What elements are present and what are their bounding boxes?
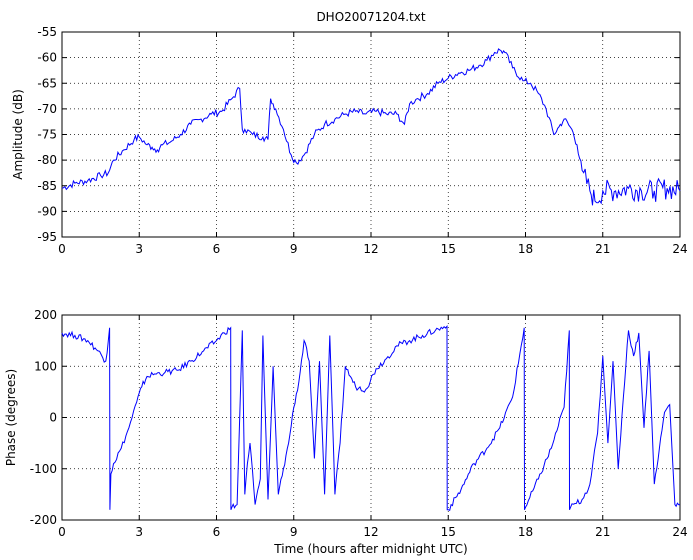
amplitude-x-tick-label: 15 [441,242,456,256]
phase-x-tick-label: 21 [595,525,610,539]
amplitude-y-tick-label: -95 [37,230,57,244]
phase-tick-labels: 0 3 6 9 12 15 18 21 24 -200 -100 0 100 200 [30,308,688,539]
amplitude-x-tick-label: 9 [290,242,298,256]
amplitude-x-tick-label: 21 [595,242,610,256]
phase-ticks [61,314,681,521]
phase-x-axis-label: Time (hours after midnight UTC) [273,542,467,556]
amplitude-y-axis-label: Amplitude (dB) [11,89,25,180]
amplitude-y-tick-label: -75 [37,128,57,142]
amplitude-y-tick-label: -80 [37,153,57,167]
amplitude-x-tick-label: 0 [58,242,66,256]
phase-x-tick-label: 3 [135,525,143,539]
amplitude-x-tick-label: 12 [363,242,378,256]
phase-x-tick-label: 0 [58,525,66,539]
amplitude-x-tick-label: 18 [518,242,533,256]
phase-x-tick-label: 18 [518,525,533,539]
amplitude-grid [62,32,680,237]
phase-grid [62,315,680,520]
phase-y-tick-label: 200 [34,308,57,322]
amplitude-axes: 0 3 6 9 12 15 18 21 24 -95 -90 -85 -80 -75 -70 -65 -60 -5… [11,10,688,256]
amplitude-ticks [61,31,681,238]
amplitude-x-tick-label: 6 [213,242,221,256]
phase-series-line [61,324,681,511]
amplitude-tick-labels: 0 3 6 9 12 15 18 21 24 -95 -90 -85 -80 -75 -70 -65 -60 -5… [37,25,687,256]
phase-axes: 0 3 6 9 12 15 18 21 24 -200 -100 0 100 200 Time (hour… [4,308,688,556]
phase-x-tick-label: 6 [213,525,221,539]
phase-x-tick-label: 24 [672,525,687,539]
amplitude-y-tick-label: -55 [37,25,57,39]
amplitude-y-tick-label: -70 [37,102,57,116]
amplitude-y-tick-label: -90 [37,204,57,218]
amplitude-y-tick-label: -85 [37,179,57,193]
amplitude-series-line [61,48,681,206]
amplitude-x-tick-label: 24 [672,242,687,256]
phase-y-tick-label: 0 [49,411,57,425]
amplitude-x-tick-label: 3 [135,242,143,256]
phase-x-tick-label: 15 [441,525,456,539]
amplitude-y-tick-label: -60 [37,51,57,65]
phase-y-tick-label: -100 [30,462,57,476]
amplitude-chart-title: DHO20071204.txt [316,10,425,24]
phase-y-tick-label: 100 [34,359,57,373]
phase-x-tick-label: 9 [290,525,298,539]
phase-y-axis-label: Phase (degrees) [4,369,18,466]
amplitude-y-tick-label: -65 [37,76,57,90]
phase-x-tick-label: 12 [363,525,378,539]
phase-y-tick-label: -200 [30,513,57,527]
